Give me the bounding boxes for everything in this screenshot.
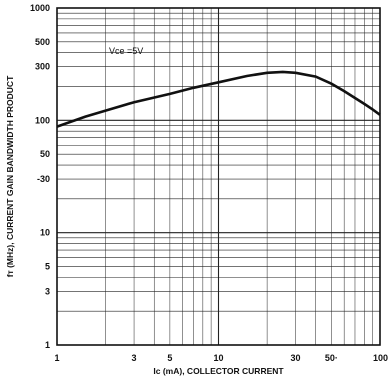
y-tick-label: 1 [45,340,50,350]
series-line [56,70,381,128]
vce-annotation: Vce =5V [109,46,143,56]
x-tick-label: 1 [54,353,59,363]
y-tick-label: 100 [35,115,50,125]
x-tick-label: 30 [291,353,301,363]
x-tick-label: 50· [325,353,338,363]
y-tick-label: 500 [35,37,50,47]
y-tick-label: 1000 [30,3,50,13]
grid [57,8,380,345]
y-tick-label: 300 [35,62,50,72]
plot-frame [56,7,381,346]
y-tick-label: -30 [37,174,50,184]
x-axis-label: Ic (mA), COLLECTOR CURRENT [153,366,284,376]
y-tick-label: 3 [45,286,50,296]
tick-labels: 1 3 5 10 30 50· 100 1000 500 300 100 50 -30 10 5 3 1 [30,3,388,363]
x-tick-label: 100 [373,353,388,363]
x-tick-label: 10 [213,353,223,363]
y-tick-label: 50 [40,149,50,159]
x-tick-label: 5 [167,353,172,363]
y-axis-label: fт (MHz), CURRENT GAIN BANDWIDTH PRODUCT [5,75,15,277]
y-tick-label: 10 [40,228,50,238]
y-tick-label: 5 [45,261,50,271]
x-tick-label: 3 [132,353,137,363]
